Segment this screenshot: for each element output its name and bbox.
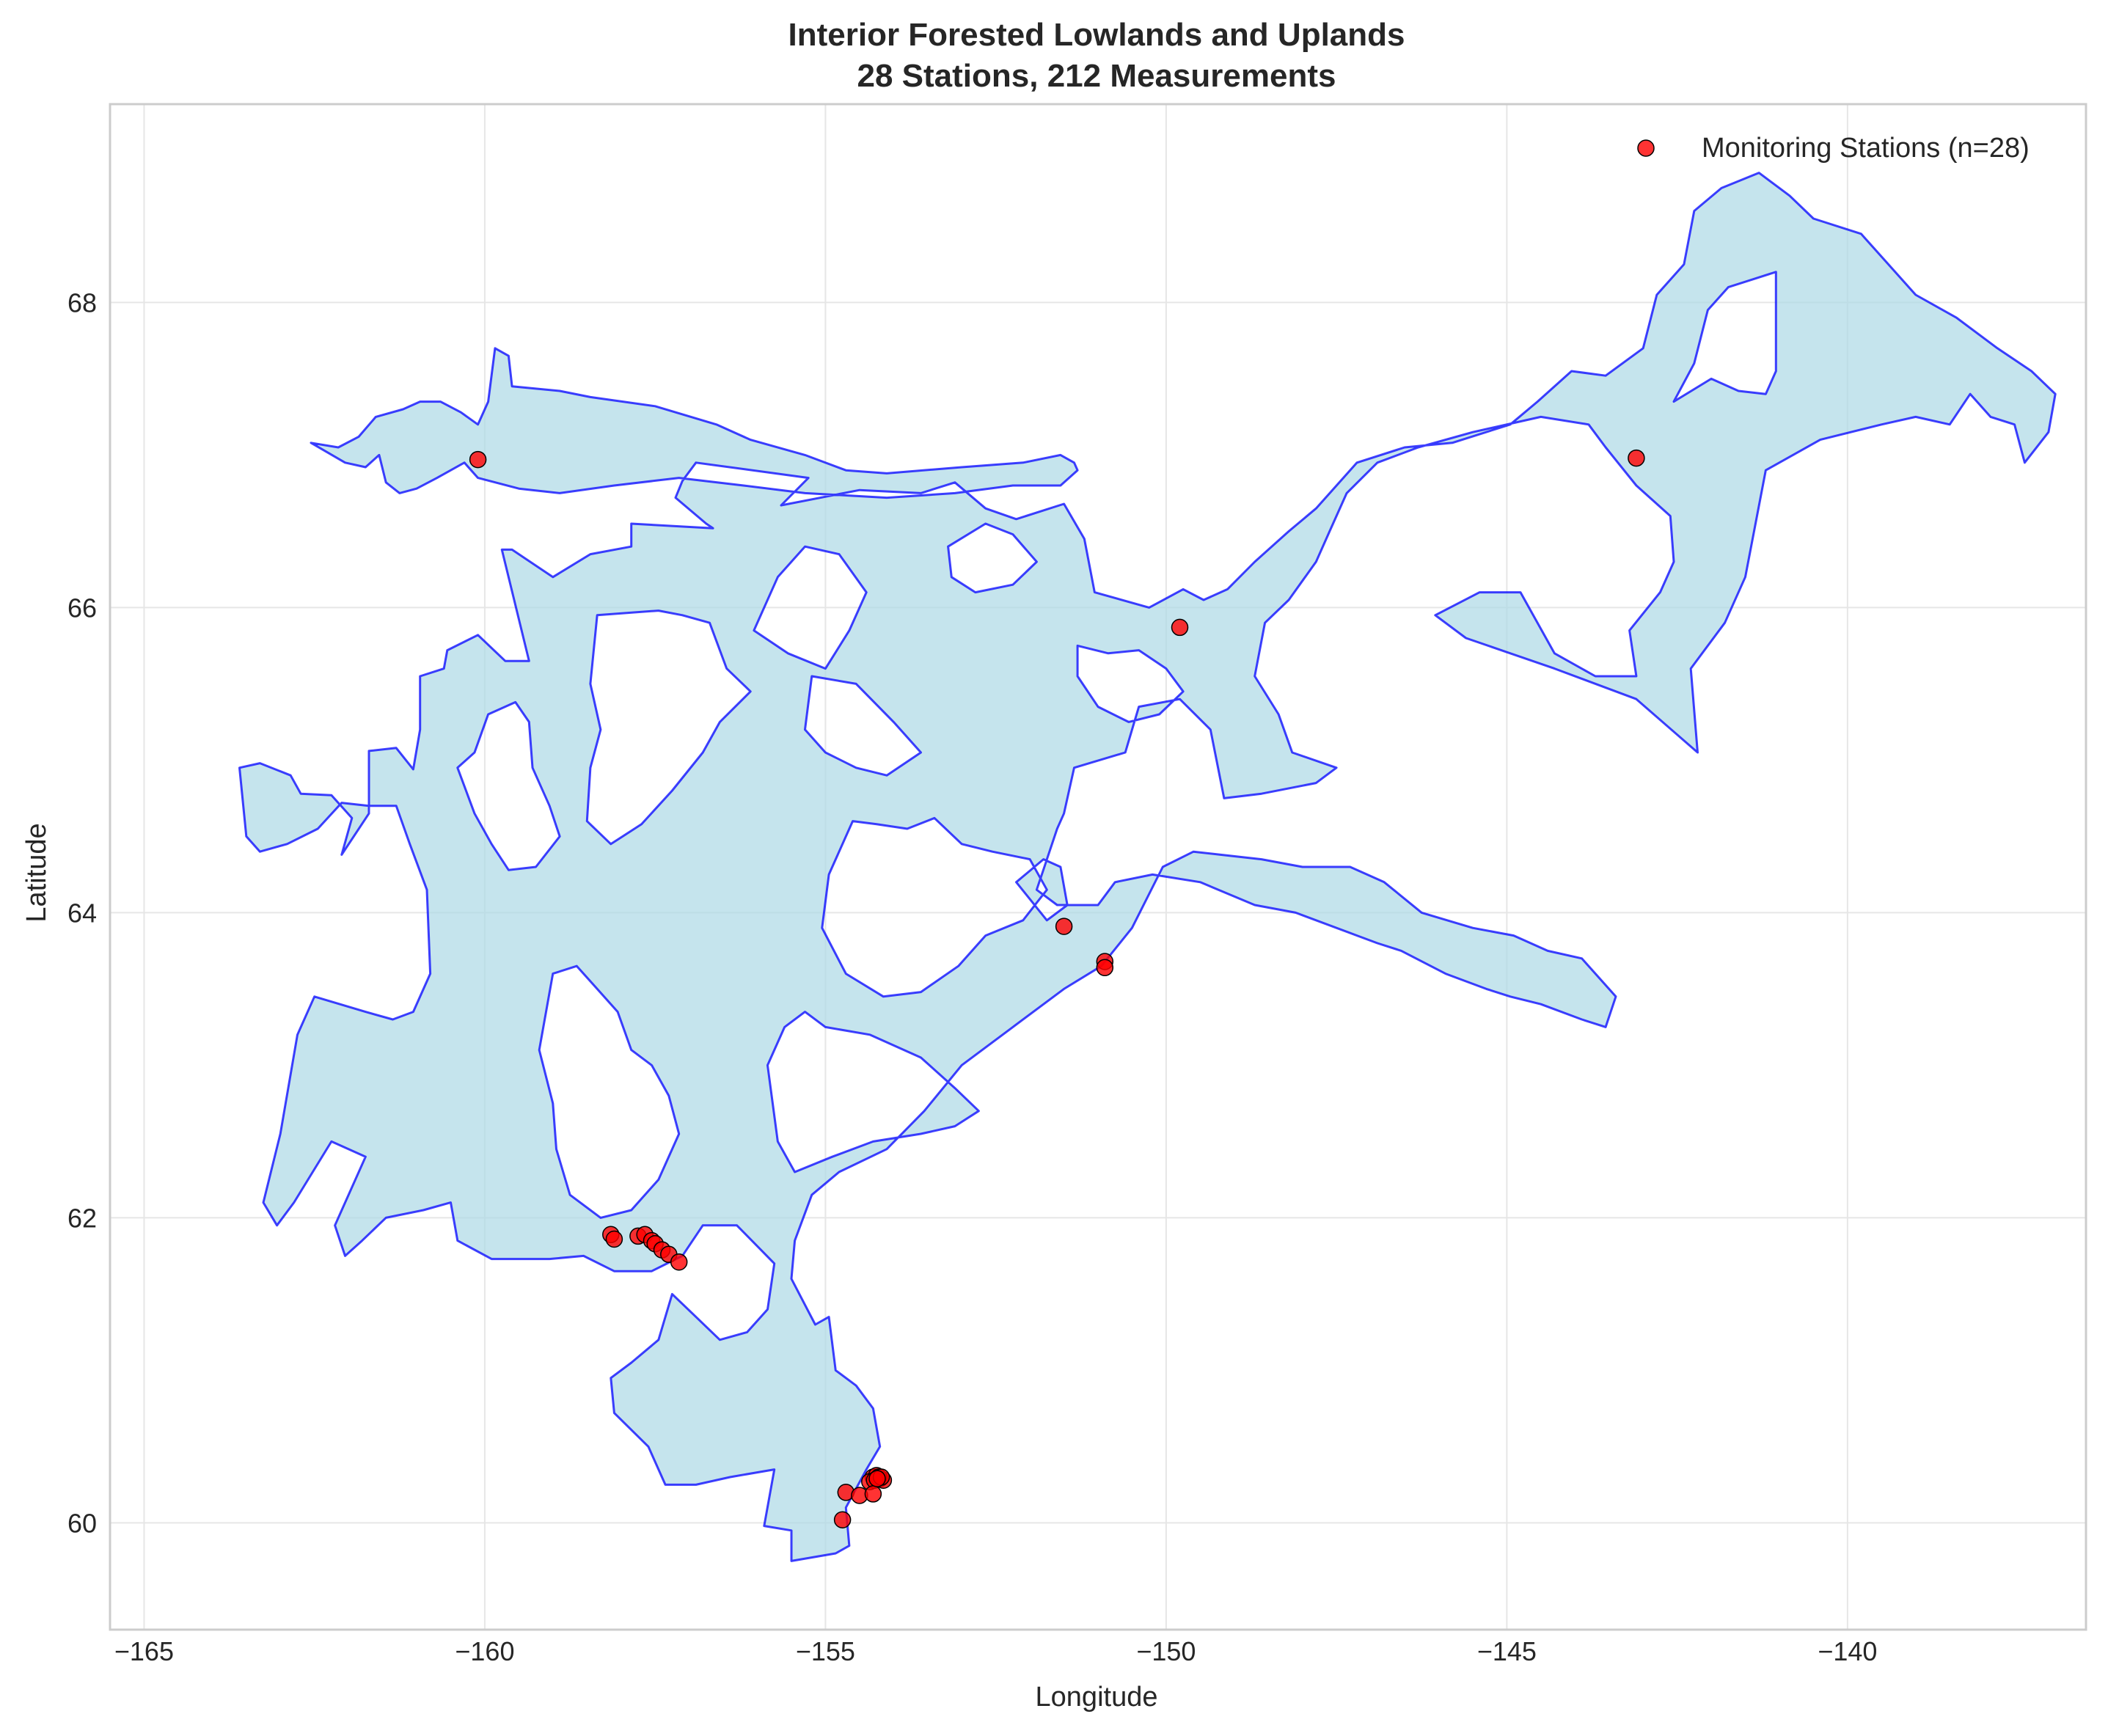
station-marker: [833, 1511, 852, 1528]
y-tick-label: 60: [67, 1508, 97, 1538]
y-axis-ticks: 60 62 64 66 68: [67, 287, 97, 1538]
station-marker: [605, 1230, 623, 1248]
axes-frame: [109, 103, 2087, 1631]
y-tick-label: 66: [67, 593, 97, 623]
legend: Monitoring Stations (n=28): [1637, 133, 2030, 164]
y-tick-label: 68: [67, 287, 97, 318]
station-marker: [1628, 449, 1645, 467]
x-axis-ticks: −165 −160 −155 −150 −145 −140: [114, 1636, 1878, 1666]
station-marker: [670, 1253, 688, 1271]
station-marker: [1171, 618, 1189, 637]
legend-marker: [1637, 139, 1655, 157]
map-title-line2: 28 Stations, 212 Measurements: [857, 58, 1336, 94]
x-tick-label: −155: [796, 1636, 855, 1666]
legend-label: Monitoring Stations (n=28): [1702, 133, 2030, 164]
map-title-line1: Interior Forested Lowlands and Uplands: [788, 17, 1405, 53]
x-tick-label: −165: [114, 1636, 174, 1666]
station-marker: [469, 450, 487, 469]
region-polygon: [238, 172, 2057, 1562]
station-marker: [1096, 959, 1114, 977]
x-tick-label: −150: [1136, 1636, 1196, 1666]
station-marker: [864, 1485, 882, 1503]
plot-area: [109, 103, 2087, 1631]
y-tick-label: 62: [67, 1203, 97, 1233]
x-tick-label: −145: [1477, 1636, 1537, 1666]
station-marker: [868, 1470, 886, 1487]
y-tick-label: 64: [67, 898, 97, 928]
x-tick-label: −160: [455, 1636, 514, 1666]
y-axis-label: Latitude: [21, 823, 52, 922]
station-layer: [469, 449, 1645, 1528]
x-tick-label: −140: [1818, 1636, 1877, 1666]
station-marker: [1055, 918, 1073, 935]
region-layer: [238, 172, 2057, 1562]
x-axis-label: Longitude: [1036, 1682, 1158, 1713]
